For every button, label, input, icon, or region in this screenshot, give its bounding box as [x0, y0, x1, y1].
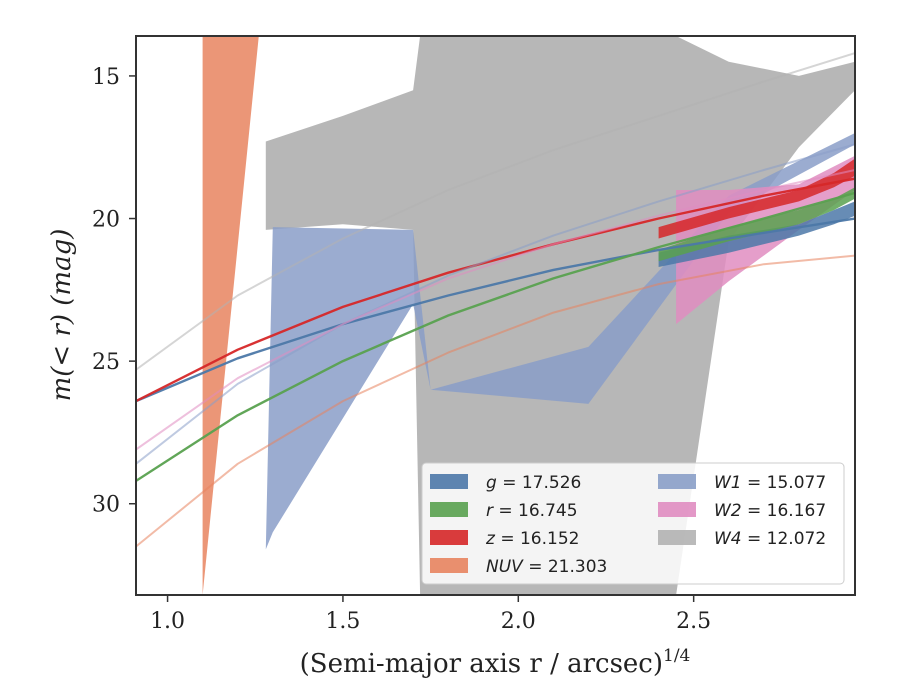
- legend-label-nuv: NUV = 21.303: [486, 557, 607, 577]
- x-tick-label: 2.5: [676, 609, 711, 634]
- legend-box: [421, 462, 845, 585]
- x-axis-label-text: (Semi-major axis r / arcsec): [300, 649, 663, 679]
- legend-label-w2: W2 = 16.167: [714, 501, 826, 521]
- fit-line-r: [136, 191, 855, 482]
- legend-swatch-r: [430, 502, 468, 517]
- y-tick-label: 15: [92, 65, 120, 90]
- x-tick-label: 1.5: [325, 609, 360, 634]
- legend-swatch-z: [430, 530, 468, 545]
- legend-swatch-w2: [658, 502, 696, 517]
- legend-swatch-g: [430, 474, 468, 489]
- legend: g = 17.526 r = 16.745 z = 16.152 NUV = 21.3…: [421, 462, 845, 585]
- legend-label-w4: W4 = 12.072: [714, 529, 826, 549]
- y-tick-label: 20: [92, 208, 120, 233]
- band-z: [658, 158, 855, 239]
- fit-lines: [136, 52, 855, 548]
- legend-label-g: g = 17.526: [486, 473, 581, 493]
- legend-swatch-w4: [658, 530, 696, 545]
- x-tick-label: 2.0: [501, 609, 536, 634]
- x-axis-label-exponent: 1/4: [663, 646, 690, 666]
- y-tick-label: 25: [92, 350, 120, 375]
- legend-swatch-w1: [658, 474, 696, 489]
- legend-label-w1: W1 = 15.077: [714, 473, 826, 493]
- legend-label-r: r = 16.745: [486, 501, 578, 521]
- legend-label-z: z = 16.152: [485, 529, 579, 549]
- plot-frame: [135, 35, 856, 596]
- fit-line-w1: [136, 143, 855, 465]
- band-nuv: [202, 36, 273, 595]
- band-w4: [265, 36, 855, 595]
- x-axis-label: (Semi-major axis r / arcsec)1/4: [300, 646, 691, 679]
- fit-line-nuv: [136, 254, 855, 548]
- x-axis-ticks: 1.0 1.5 2.0 2.5: [150, 595, 711, 634]
- x-tick-label: 1.0: [150, 609, 185, 634]
- y-tick-label: 30: [92, 493, 120, 518]
- legend-swatch-nuv: [430, 558, 468, 573]
- y-axis-label: m(< r) (mag): [47, 229, 77, 402]
- fit-line-w2: [136, 169, 855, 451]
- fit-line-g: [136, 217, 855, 403]
- y-axis-ticks: 15 20 25 30: [92, 65, 136, 518]
- fit-line-w4: [136, 52, 855, 371]
- fit-line-z: [136, 177, 855, 403]
